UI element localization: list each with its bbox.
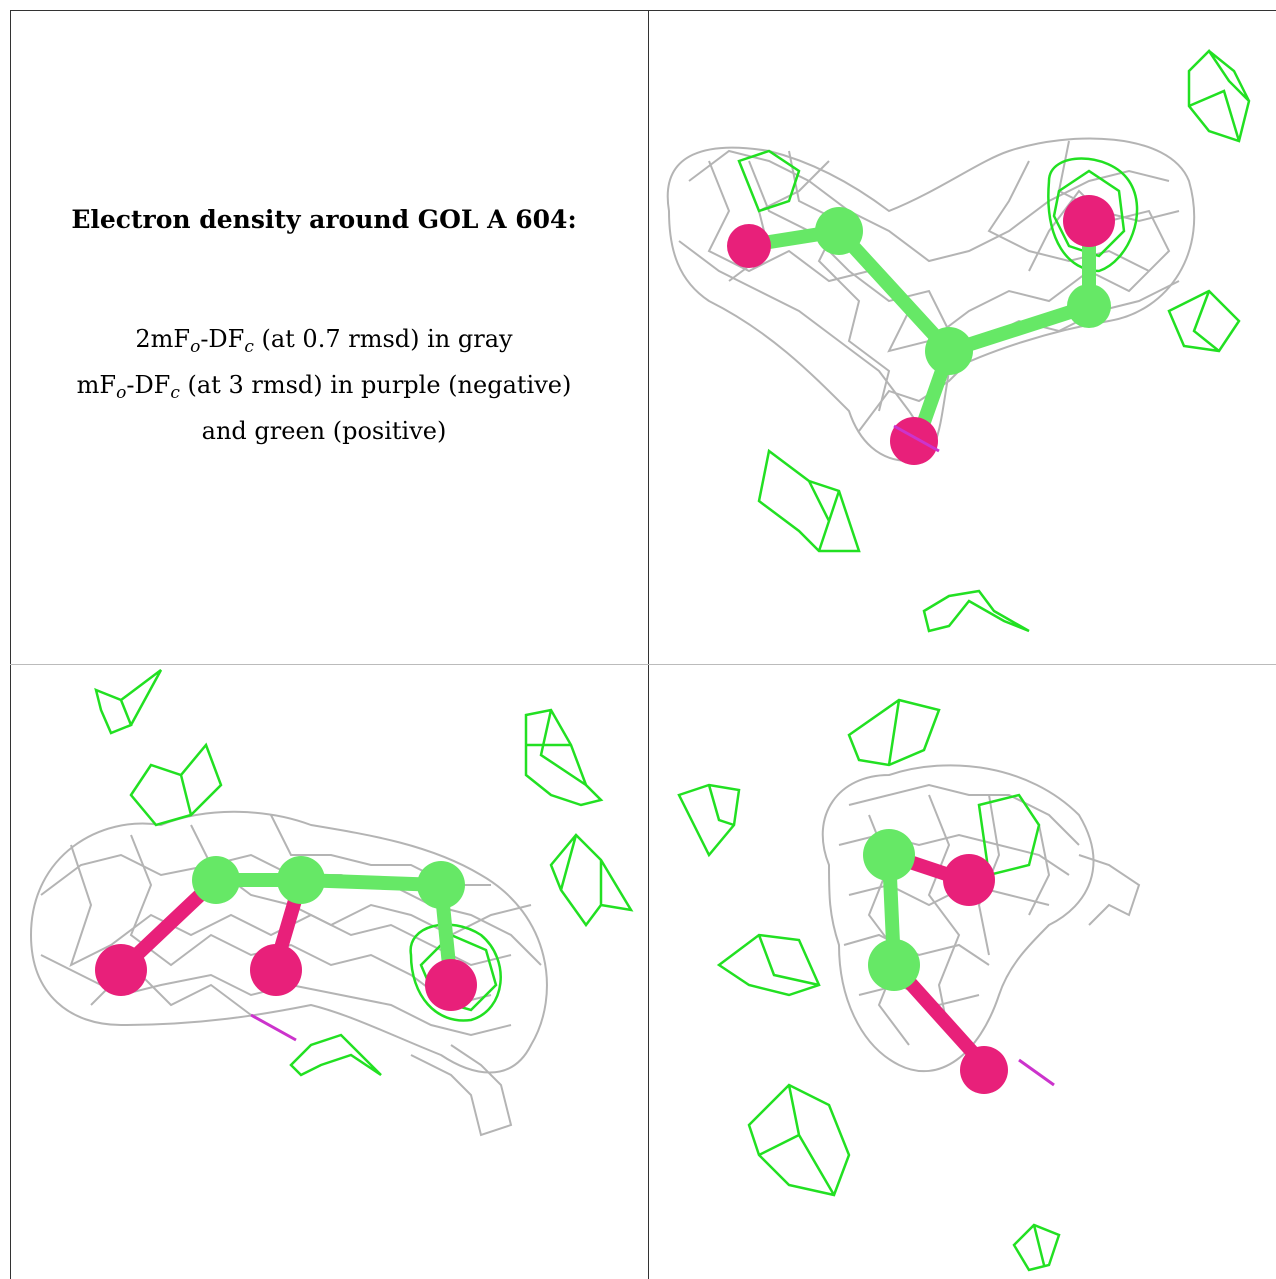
density-view-3 — [677, 698, 1141, 1272]
density-view-1 — [666, 49, 1251, 633]
negative-density-mark — [893, 424, 940, 453]
oxygen-atom — [943, 854, 995, 906]
green-mesh — [94, 669, 634, 1077]
molecule-view-bottom-left — [11, 665, 648, 1279]
oxygen-atom — [1063, 195, 1115, 247]
negative-density-mark — [1018, 1058, 1055, 1087]
figure-title: Electron density around GOL A 604: — [71, 205, 577, 234]
carbon-atom — [192, 856, 240, 904]
carbon-atom — [863, 829, 915, 881]
legend-l1-prefix: 2mF — [135, 325, 191, 353]
molecule-model — [863, 829, 1055, 1094]
molecule-model — [95, 856, 477, 1042]
legend-l2-prefix: mF — [76, 371, 117, 399]
density-view-2 — [29, 669, 634, 1137]
center-divider — [648, 10, 649, 1279]
legend-line-3: and green (positive) — [201, 417, 447, 445]
legend-l1-suffix: (at 0.7 rmsd) in gray — [253, 325, 513, 353]
middle-divider — [10, 664, 1276, 665]
oxygen-atom — [727, 224, 771, 268]
green-mesh — [737, 49, 1251, 633]
oxygen-atom — [250, 944, 302, 996]
oxygen-atom — [890, 417, 938, 465]
top-border — [10, 10, 1276, 11]
carbon-atom — [417, 861, 465, 909]
oxygen-atom — [425, 959, 477, 1011]
legend-l1-sub2: c — [244, 337, 254, 357]
carbon-atom — [277, 856, 325, 904]
legend-l2-suffix: (at 3 rmsd) in purple (negative) — [179, 371, 572, 399]
oxygen-atom — [960, 1046, 1008, 1094]
molecule-view-bottom-right — [649, 665, 1276, 1279]
carbon-atom — [925, 327, 973, 375]
legend-l2-sub1: o — [116, 383, 127, 403]
negative-density-mark — [250, 1013, 297, 1042]
carbon-atom — [1067, 284, 1111, 328]
legend-text: 2mFo-DFc (at 0.7 rmsd) in gray mFo-DFc (… — [0, 320, 648, 450]
molecule-model — [727, 195, 1115, 465]
legend-line-1: 2mFo-DFc (at 0.7 rmsd) in gray — [0, 320, 648, 366]
legend-l2-sub2: c — [170, 383, 180, 403]
carbon-atom — [868, 939, 920, 991]
green-mesh — [677, 698, 1061, 1272]
legend-l2-mid: -DF — [126, 371, 171, 399]
legend-line-2: mFo-DFc (at 3 rmsd) in purple (negative) — [0, 366, 648, 412]
legend-l1-sub1: o — [190, 337, 201, 357]
molecule-view-top-right — [649, 11, 1276, 664]
left-border — [10, 10, 11, 1279]
carbon-atom — [815, 207, 863, 255]
oxygen-atom — [95, 944, 147, 996]
legend-l1-mid: -DF — [200, 325, 245, 353]
